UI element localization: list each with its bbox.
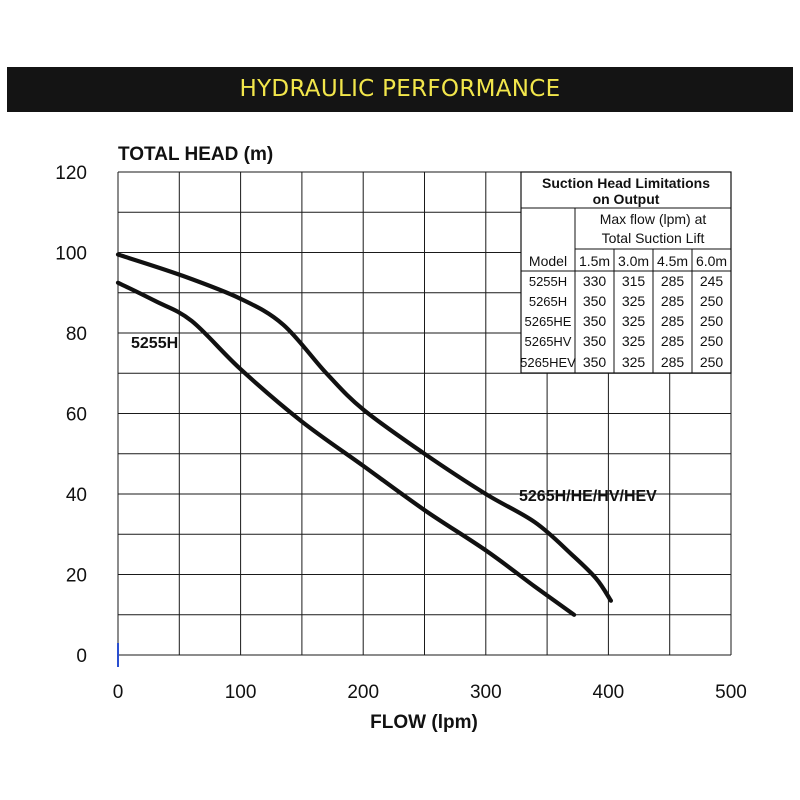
table-value-cell: 325 [622,354,646,370]
table-value-cell: 325 [622,293,646,309]
table-value-cell: 250 [700,354,724,370]
y-tick-label: 40 [66,485,87,506]
table-model-cell: 5255H [529,274,567,289]
performance-curves [115,252,613,617]
table-title: on Output [593,191,660,207]
y-tick-label: 100 [55,244,87,265]
y-tick-label: 20 [66,566,87,587]
table-value-cell: 245 [700,273,724,289]
curve-label-5255h: 5255H [131,335,178,352]
table-column-header: 4.5m [657,253,688,269]
table-column-header: 1.5m [579,253,610,269]
x-tick-label: 400 [593,682,625,703]
y-tick-label: 60 [66,405,87,426]
x-tick-label: 300 [470,682,502,703]
table-value-cell: 350 [583,333,607,349]
table-background [520,171,732,374]
table-value-cell: 325 [622,333,646,349]
table-value-cell: 285 [661,313,685,329]
table-column-header: Model [529,253,567,269]
x-tick-label: 0 [113,682,124,703]
x-tick-label: 100 [225,682,257,703]
table-value-cell: 250 [700,333,724,349]
table-subheader: Max flow (lpm) at [600,211,707,227]
y-tick-label: 80 [66,324,87,345]
x-tick-label: 500 [715,682,747,703]
curve-label-5265h-family: 5265H/HE/HV/HEV [519,488,657,505]
table-value-cell: 285 [661,293,685,309]
header-banner: HYDRAULIC PERFORMANCE [7,67,793,112]
curve-5255h [115,280,577,617]
table-model-cell: 5265HV [525,334,572,349]
y-tick-label: 0 [76,646,87,667]
curve-5265h-family [115,252,613,603]
table-value-cell: 330 [583,273,607,289]
table-model-cell: 5265HEV [520,355,576,370]
table-value-cell: 285 [661,354,685,370]
table-column-header: 6.0m [696,253,727,269]
table-value-cell: 315 [622,273,646,289]
x-tick-label: 200 [347,682,379,703]
table-value-cell: 350 [583,354,607,370]
axis-ticks: 0 100 200 300 400 500 0 20 40 60 80 100 120 [55,163,747,703]
table-value-cell: 350 [583,293,607,309]
table-value-cell: 250 [700,313,724,329]
table-value-cell: 325 [622,313,646,329]
x-axis-title: FLOW (lpm) [370,712,478,733]
banner-title: HYDRAULIC PERFORMANCE [239,76,561,102]
table-column-header: 3.0m [618,253,649,269]
table-model-cell: 5265HE [525,314,572,329]
y-axis-title: TOTAL HEAD (m) [118,144,273,165]
table-title: Suction Head Limitations [542,175,710,191]
table-subheader: Total Suction Lift [602,230,705,246]
table-value-cell: 350 [583,313,607,329]
table-model-cell: 5265H [529,294,567,309]
table-value-cell: 285 [661,273,685,289]
table-value-cell: 250 [700,293,724,309]
table-value-cell: 285 [661,333,685,349]
y-tick-label: 120 [55,163,87,184]
